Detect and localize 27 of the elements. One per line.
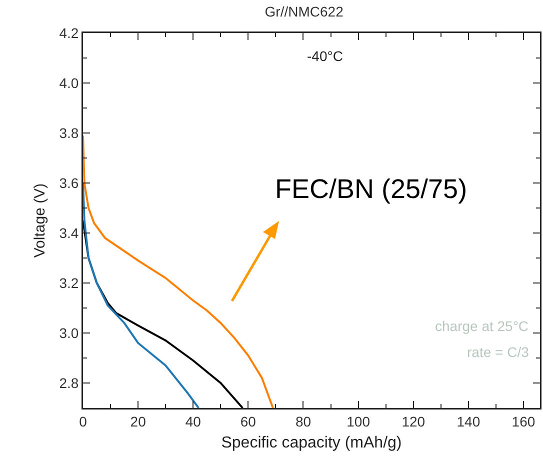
line-series — [83, 220, 244, 408]
x-tick-label: 60 — [240, 413, 256, 430]
x-tick-label: 80 — [295, 413, 312, 430]
x-tick-label: 140 — [456, 413, 480, 430]
x-tick-label: 160 — [512, 413, 536, 430]
x-tick-label: 0 — [79, 413, 88, 430]
y-tick-label: 3.2 — [59, 274, 79, 291]
chart-title: Gr//NMC622 — [264, 4, 344, 20]
x-axis-title: Specific capacity (mAh/g) — [221, 434, 402, 452]
y-tick-label: 3.8 — [59, 124, 79, 141]
x-tick-label: 40 — [185, 413, 202, 430]
x-tick-label: 100 — [346, 413, 370, 430]
annotation: -40°C — [307, 48, 343, 64]
y-tick-label: 3.4 — [59, 224, 79, 241]
annotation: charge at 25°C — [435, 318, 529, 334]
y-tick-label: 3.6 — [59, 174, 79, 191]
y-tick-label: 3.0 — [59, 324, 79, 341]
y-tick-label: 2.8 — [59, 374, 79, 391]
line-series — [83, 134, 274, 408]
y-tick-label: 4.0 — [59, 74, 79, 91]
x-tick-label: 20 — [130, 413, 146, 430]
x-tick-label: 120 — [402, 413, 426, 430]
annotation: FEC/BN (25/75) — [275, 174, 468, 204]
y-axis-title: Voltage (V) — [32, 183, 49, 258]
line-series — [83, 182, 200, 408]
y-tick-label: 4.2 — [59, 24, 79, 41]
annotation: rate = C/3 — [467, 344, 530, 360]
